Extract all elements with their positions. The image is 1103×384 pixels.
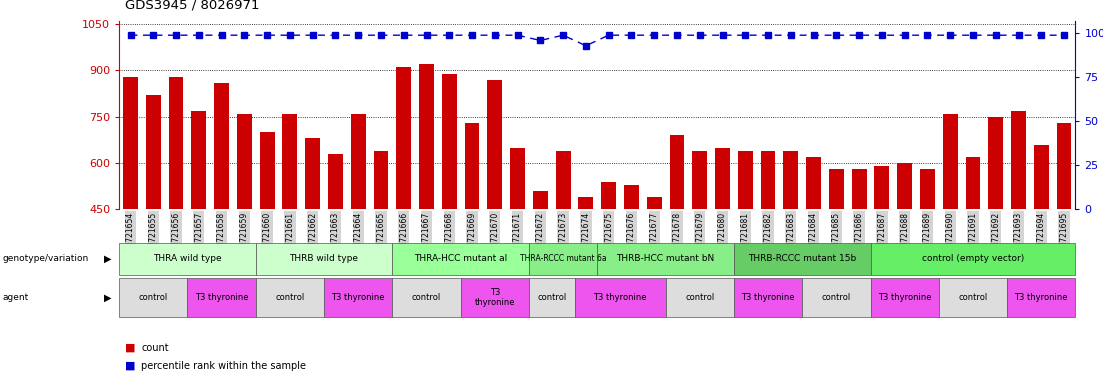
- Bar: [328, 154, 343, 209]
- Text: T3
thyronine: T3 thyronine: [474, 288, 515, 307]
- Bar: [442, 74, 457, 209]
- Bar: [852, 169, 867, 209]
- Text: control: control: [959, 293, 987, 302]
- Text: genotype/variation: genotype/variation: [2, 254, 88, 263]
- Text: ■: ■: [125, 361, 136, 371]
- Bar: [646, 197, 662, 209]
- Text: THRA wild type: THRA wild type: [153, 254, 222, 263]
- Text: T3 thyronine: T3 thyronine: [1015, 293, 1068, 302]
- Bar: [943, 114, 957, 209]
- Bar: [306, 138, 320, 209]
- Bar: [693, 151, 707, 209]
- Text: control: control: [537, 293, 566, 302]
- Bar: [601, 182, 617, 209]
- Text: control: control: [685, 293, 715, 302]
- Text: T3 thyronine: T3 thyronine: [741, 293, 795, 302]
- Bar: [259, 132, 275, 209]
- Bar: [214, 83, 229, 209]
- Text: THRA-RCCC mutant 6a: THRA-RCCC mutant 6a: [520, 254, 607, 263]
- Bar: [624, 185, 639, 209]
- Bar: [715, 147, 730, 209]
- Bar: [146, 95, 161, 209]
- Bar: [282, 114, 298, 209]
- Bar: [920, 169, 935, 209]
- Bar: [124, 77, 138, 209]
- Bar: [488, 80, 502, 209]
- Bar: [783, 151, 799, 209]
- Text: control: control: [411, 293, 441, 302]
- Bar: [419, 64, 433, 209]
- Bar: [897, 163, 912, 209]
- Bar: [533, 191, 548, 209]
- Bar: [761, 151, 775, 209]
- Bar: [1057, 123, 1071, 209]
- Text: THRA-HCC mutant al: THRA-HCC mutant al: [414, 254, 507, 263]
- Text: control: control: [139, 293, 168, 302]
- Bar: [374, 151, 388, 209]
- Text: T3 thyronine: T3 thyronine: [878, 293, 931, 302]
- Text: GDS3945 / 8026971: GDS3945 / 8026971: [125, 0, 259, 12]
- Text: THRB-RCCC mutant 15b: THRB-RCCC mutant 15b: [748, 254, 856, 263]
- Bar: [578, 197, 593, 209]
- Bar: [511, 147, 525, 209]
- Text: count: count: [141, 343, 169, 353]
- Text: control: control: [276, 293, 304, 302]
- Bar: [1034, 144, 1049, 209]
- Bar: [1011, 111, 1026, 209]
- Text: T3 thyronine: T3 thyronine: [593, 293, 646, 302]
- Text: agent: agent: [2, 293, 29, 302]
- Bar: [556, 151, 570, 209]
- Bar: [738, 151, 752, 209]
- Bar: [829, 169, 844, 209]
- Text: ▶: ▶: [104, 254, 111, 264]
- Bar: [875, 166, 889, 209]
- Bar: [396, 67, 411, 209]
- Text: T3 thyronine: T3 thyronine: [195, 293, 248, 302]
- Text: percentile rank within the sample: percentile rank within the sample: [141, 361, 307, 371]
- Bar: [965, 157, 981, 209]
- Bar: [464, 123, 480, 209]
- Text: control: control: [822, 293, 852, 302]
- Text: ▶: ▶: [104, 293, 111, 303]
- Bar: [670, 135, 684, 209]
- Text: THRB-HCC mutant bN: THRB-HCC mutant bN: [617, 254, 715, 263]
- Text: THRB wild type: THRB wild type: [290, 254, 358, 263]
- Bar: [351, 114, 365, 209]
- Text: T3 thyronine: T3 thyronine: [331, 293, 385, 302]
- Bar: [806, 157, 821, 209]
- Text: control (empty vector): control (empty vector): [922, 254, 1024, 263]
- Bar: [988, 117, 1003, 209]
- Bar: [192, 111, 206, 209]
- Bar: [169, 77, 183, 209]
- Text: ■: ■: [125, 343, 136, 353]
- Bar: [237, 114, 251, 209]
